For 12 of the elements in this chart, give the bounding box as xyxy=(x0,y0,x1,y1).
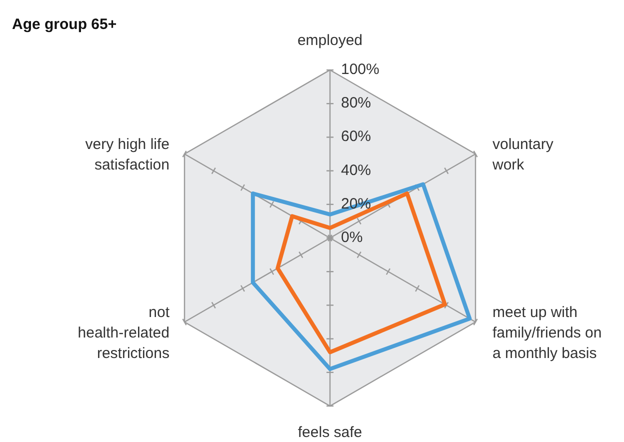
spoke-label: not health-related restrictions xyxy=(78,304,170,362)
y-tick-label: 100% xyxy=(341,60,380,78)
spoke-label: feels safe xyxy=(298,424,362,441)
spoke-label: very high life satisfaction xyxy=(85,136,170,174)
y-tick-label: 0% xyxy=(341,228,363,246)
spoke-label: voluntary work xyxy=(491,136,554,174)
y-tick-label: 60% xyxy=(341,128,372,146)
y-tick-label: 40% xyxy=(341,162,372,179)
spoke-label: employed xyxy=(297,32,363,49)
y-tick-label: 80% xyxy=(341,94,372,112)
spoke-label: meet up with family/friends on a monthly basis xyxy=(492,304,602,362)
chart-title: Age group 65+ xyxy=(12,16,117,33)
